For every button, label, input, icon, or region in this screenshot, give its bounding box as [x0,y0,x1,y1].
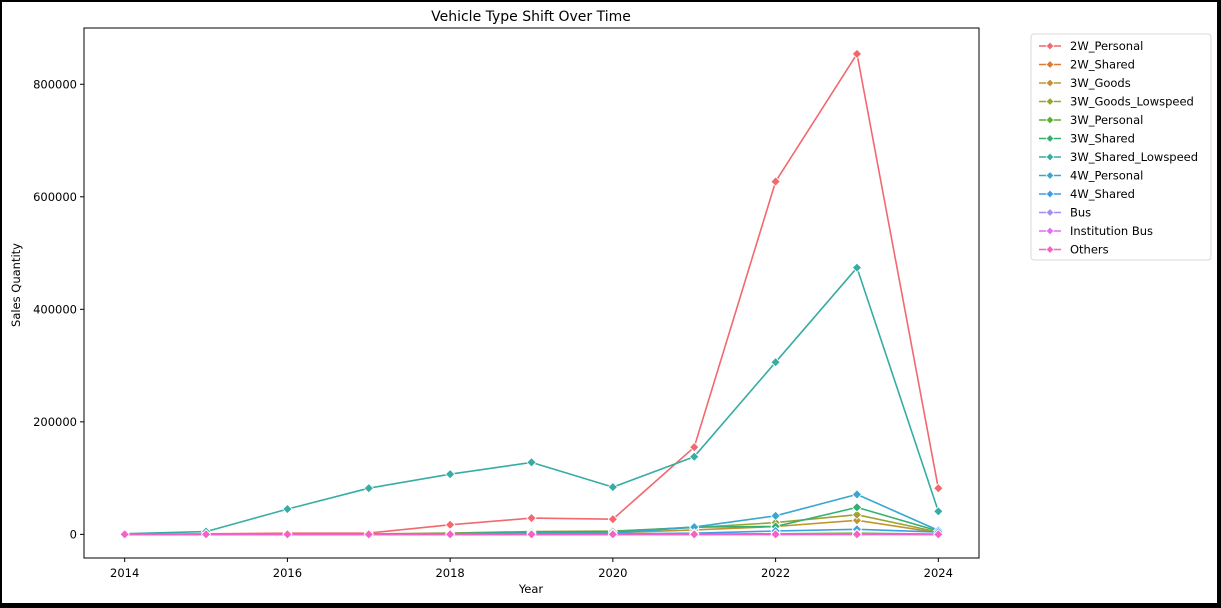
y-tick-label: 600000 [33,190,77,204]
legend-marker [1045,41,1055,51]
data-point [607,514,619,525]
legend-label: 3W_Shared_Lowspeed [1070,150,1198,164]
series-3w-shared-lowspeed [119,262,944,539]
legend-marker [1045,115,1055,125]
y-tick-label: 0 [70,527,77,541]
legend-item: 2W_Personal [1039,39,1143,53]
series-others [119,529,944,540]
legend-item: Others [1039,243,1109,257]
legend-box [1030,33,1212,261]
y-axis: 0 200000 400000 600000 800000 [33,77,84,541]
legend-label: 4W_Personal [1070,169,1143,183]
legend-label: Others [1070,243,1109,257]
legend-label: Bus [1070,206,1091,220]
data-point [851,529,863,540]
data-point [200,529,212,540]
x-tick-label: 2020 [598,566,627,580]
data-point [851,502,863,513]
data-point [851,48,863,60]
x-tick-label: 2024 [924,566,953,580]
data-point [444,529,456,540]
legend-marker [1045,152,1055,162]
legend-label: 3W_Personal [1070,113,1143,127]
data-point [363,483,374,494]
legend-marker [1045,245,1055,254]
data-point [689,529,700,540]
legend-item: 3W_Shared [1039,132,1135,146]
legend-marker [1045,97,1055,106]
data-point [770,357,781,368]
data-point [933,483,944,494]
legend-marker [1045,189,1055,199]
legend-marker [1045,208,1055,217]
x-tick-label: 2014 [110,566,139,580]
legend-item: 3W_Goods_Lowspeed [1039,95,1194,109]
legend-label: Institution Bus [1070,224,1153,238]
data-point [933,529,944,540]
y-tick-label: 800000 [33,77,77,91]
data-point [444,469,456,480]
data-point [851,262,863,273]
series-layer [119,48,944,540]
legend-label: 2W_Shared [1070,58,1135,72]
legend-item: Bus [1039,206,1091,220]
data-point [689,451,700,462]
legend-item: 4W_Personal [1039,169,1143,183]
legend-marker [1045,226,1055,236]
legend-item: 3W_Goods [1039,76,1131,90]
x-tick-label: 2022 [761,566,790,580]
data-point [526,457,537,468]
legend-marker [1045,78,1055,88]
legend-item: 2W_Shared [1039,58,1135,72]
legend-label: 3W_Goods [1070,76,1131,90]
data-point [770,529,781,540]
data-point [607,481,619,493]
x-tick-label: 2016 [273,566,302,580]
x-axis-label: Year [518,582,544,596]
plot-area [83,27,980,559]
data-point [607,529,619,540]
data-point [851,509,863,520]
data-point [770,176,781,187]
data-point [282,529,293,540]
legend-label: 4W_Shared [1070,187,1135,201]
legend-label: 2W_Personal [1070,39,1143,53]
legend-item: 3W_Shared_Lowspeed [1039,150,1198,164]
data-point [933,506,944,517]
data-point [851,489,863,500]
legend-item: 3W_Personal [1039,113,1143,127]
x-tick-label: 2018 [435,566,464,580]
data-point [282,503,293,515]
legend-marker [1045,171,1055,180]
legend-label: 3W_Shared [1070,132,1135,146]
data-point [526,529,537,540]
x-axis: 2014 2016 2018 2020 2022 2024 [110,558,953,580]
data-point [363,529,374,540]
y-tick-label: 400000 [33,302,77,316]
data-point [770,510,781,521]
data-point [526,512,537,524]
legend-label: 3W_Goods_Lowspeed [1070,95,1194,109]
y-tick-label: 200000 [33,415,77,429]
legend-item: 4W_Shared [1039,187,1135,201]
legend-marker [1045,134,1055,143]
chart-title: Vehicle Type Shift Over Time [431,9,631,25]
legend-item: Institution Bus [1039,224,1153,238]
legend-marker [1045,60,1055,69]
y-axis-label: Sales Quantity [9,243,23,327]
data-point [119,529,130,540]
legend: 2W_Personal 2W_Shared 3W_Goods 3W_Goods_Low… [1030,33,1212,261]
